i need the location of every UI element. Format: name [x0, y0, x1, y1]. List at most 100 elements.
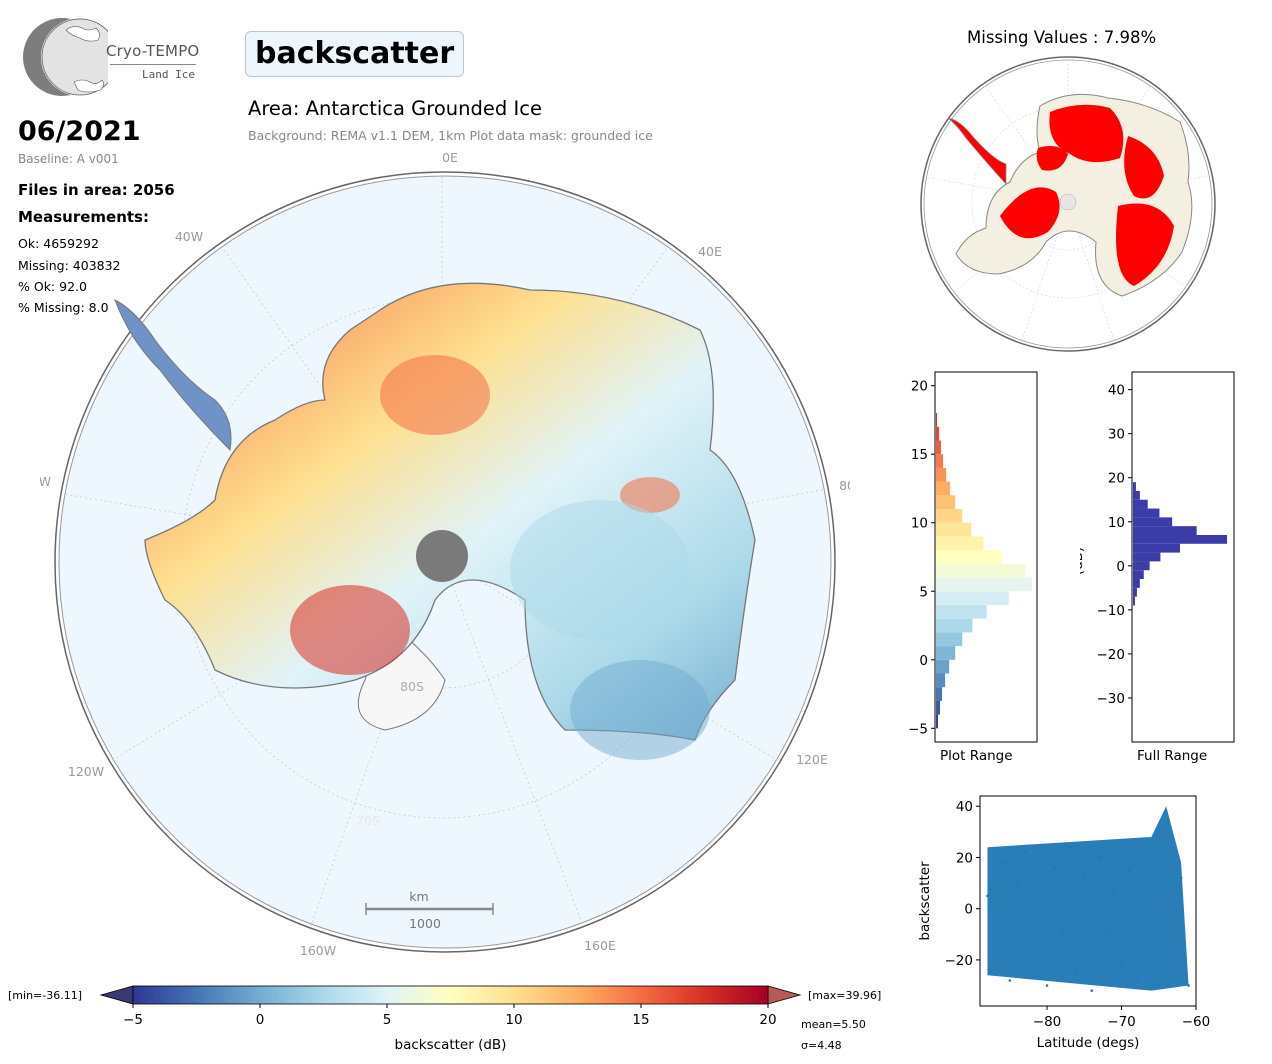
scatter-point: [1105, 932, 1108, 936]
scatter-point: [1120, 963, 1123, 967]
colorbar-max-extension: [767, 985, 802, 1005]
stat-ok: Ok: 4659292: [18, 236, 99, 251]
histogram-bar: [936, 604, 987, 619]
histogram-bar: [936, 714, 939, 729]
colorbar-mean-label: mean=5.50: [801, 1018, 866, 1031]
scatter-point: [1172, 958, 1175, 962]
scatter-point: [1023, 851, 1026, 854]
scatter-point: [1045, 984, 1049, 987]
y-tick-label: 40: [956, 799, 973, 815]
scatter-point: [1015, 881, 1019, 885]
y-axis-label: (dB): [1080, 547, 1086, 575]
histogram-bar: [936, 454, 944, 468]
y-tick-label: −10: [1097, 603, 1126, 619]
scatter-point: [1164, 810, 1168, 813]
plot-range-histogram: −5 0 5 10 15 20: [898, 362, 1048, 762]
histogram-bar: [936, 495, 956, 510]
y-tick-label: 20: [911, 379, 928, 395]
missing-map-peninsula: [947, 117, 1007, 186]
histogram-frame: [1131, 371, 1235, 743]
histogram-frame: [934, 371, 1038, 743]
y-tick-label: −20: [945, 953, 974, 969]
y-tick-label: 20: [956, 850, 973, 866]
lon-label-160w: 160W: [300, 943, 336, 958]
stat-missing: Missing: 403832: [18, 258, 121, 273]
scatter-point: [1082, 876, 1086, 880]
colorbar-tick-label: 5: [383, 1012, 392, 1028]
histogram-bar: [1133, 534, 1227, 544]
scale-value: 1000: [409, 916, 441, 931]
histogram-bar: [1133, 543, 1180, 553]
scatter-point: [1090, 989, 1094, 992]
colorbar-tick-label: 20: [759, 1012, 776, 1028]
colorbar: −5 0 5 10 15 20 backscatter (dB) [min=-36.11] [m…: [0, 980, 900, 1060]
moon-logo-icon: [23, 18, 119, 96]
background-note: Background: REMA v1.1 DEM, 1km Plot data…: [248, 128, 653, 143]
y-tick-label: 0: [1116, 559, 1125, 575]
histogram-bar: [936, 700, 941, 715]
scatter-frame: [979, 795, 1197, 1007]
scatter-point: [1030, 945, 1034, 949]
lon-label-160e: 160E: [584, 938, 616, 953]
lat-label-80s: 80S: [400, 679, 424, 694]
y-tick-label: 0: [964, 902, 973, 918]
lon-label-120e: 120E: [796, 752, 828, 767]
histogram-bar: [936, 563, 1025, 578]
histogram-bar: [1133, 508, 1160, 518]
histogram-bar: [1133, 579, 1140, 588]
plot-range-label: Plot Range: [940, 748, 1013, 764]
missing-map-title: Missing Values : 7.98%: [967, 28, 1157, 47]
scatter-point: [1179, 876, 1183, 880]
colorbar-min-label: [min=-36.11]: [8, 989, 82, 1002]
warm-regions: [290, 355, 680, 675]
lon-label-0e: 0E: [442, 150, 458, 165]
colorbar-min-extension: [99, 985, 134, 1005]
scatter-point: [1038, 899, 1041, 903]
stat-pct-ok: % Ok: 92.0: [18, 279, 87, 294]
scatter-point: [1112, 892, 1116, 895]
scale-bar: km 1000: [365, 889, 494, 931]
main-polar-map: 0E 40W 40E 80W 80E 120W 120E 160W 160E 8…: [40, 150, 850, 958]
histogram-bar: [1133, 552, 1161, 562]
y-tick-label: 40: [1108, 383, 1125, 399]
logo-name: Cryo-TEMPO: [106, 42, 200, 60]
histogram-bar: [936, 509, 963, 523]
missing-map-pole: [1059, 193, 1077, 211]
histogram-bar: [1133, 517, 1173, 527]
histogram-bar: [936, 632, 963, 647]
y-axis-label: backscatter: [917, 861, 933, 941]
lat-label-70s: 70S: [356, 813, 380, 828]
scatter-point: [986, 894, 989, 898]
scatter-point: [1060, 927, 1064, 931]
pole-hole: [416, 530, 468, 582]
files-in-area: Files in area: 2056: [18, 181, 175, 199]
lon-label-40e: 40E: [698, 244, 722, 259]
y-tick-label: 15: [911, 447, 928, 463]
full-range-histogram: 40 30 20 10 0 −10 −20 −30 (dB): [1070, 362, 1240, 762]
logo-subtitle: Land Ice: [142, 68, 195, 81]
x-tick-label: −80: [1033, 1014, 1062, 1030]
baseline-label: Baseline: A v001: [18, 152, 119, 166]
histogram-bar: [936, 646, 956, 660]
missing-values-map: [920, 56, 1216, 352]
cryo-tempo-logo: Cryo-TEMPO Land Ice: [18, 16, 208, 100]
histogram-bar: [1133, 561, 1150, 571]
scatter-point: [1157, 830, 1161, 834]
y-tick-label: −5: [908, 721, 928, 737]
area-title: Area: Antarctica Grounded Ice: [248, 97, 542, 120]
scatter-point: [1068, 845, 1071, 849]
colorbar-label: backscatter (dB): [395, 1037, 507, 1053]
colorbar-sigma-label: σ=4.48: [801, 1039, 842, 1052]
histogram-bar: [1133, 570, 1144, 580]
colorbar-tick-label: 0: [256, 1012, 265, 1028]
y-tick-label: 5: [919, 584, 928, 600]
scatter-point: [1135, 976, 1138, 980]
full-range-label: Full Range: [1137, 748, 1208, 764]
scatter-point: [1001, 861, 1004, 864]
histogram-bar: [1133, 490, 1140, 500]
histogram-bar: [1133, 526, 1197, 535]
histogram-bar: [936, 673, 946, 688]
y-tick-label: 20: [1108, 471, 1125, 487]
missing-regions: [1000, 104, 1174, 286]
histogram-bar: [936, 413, 938, 427]
